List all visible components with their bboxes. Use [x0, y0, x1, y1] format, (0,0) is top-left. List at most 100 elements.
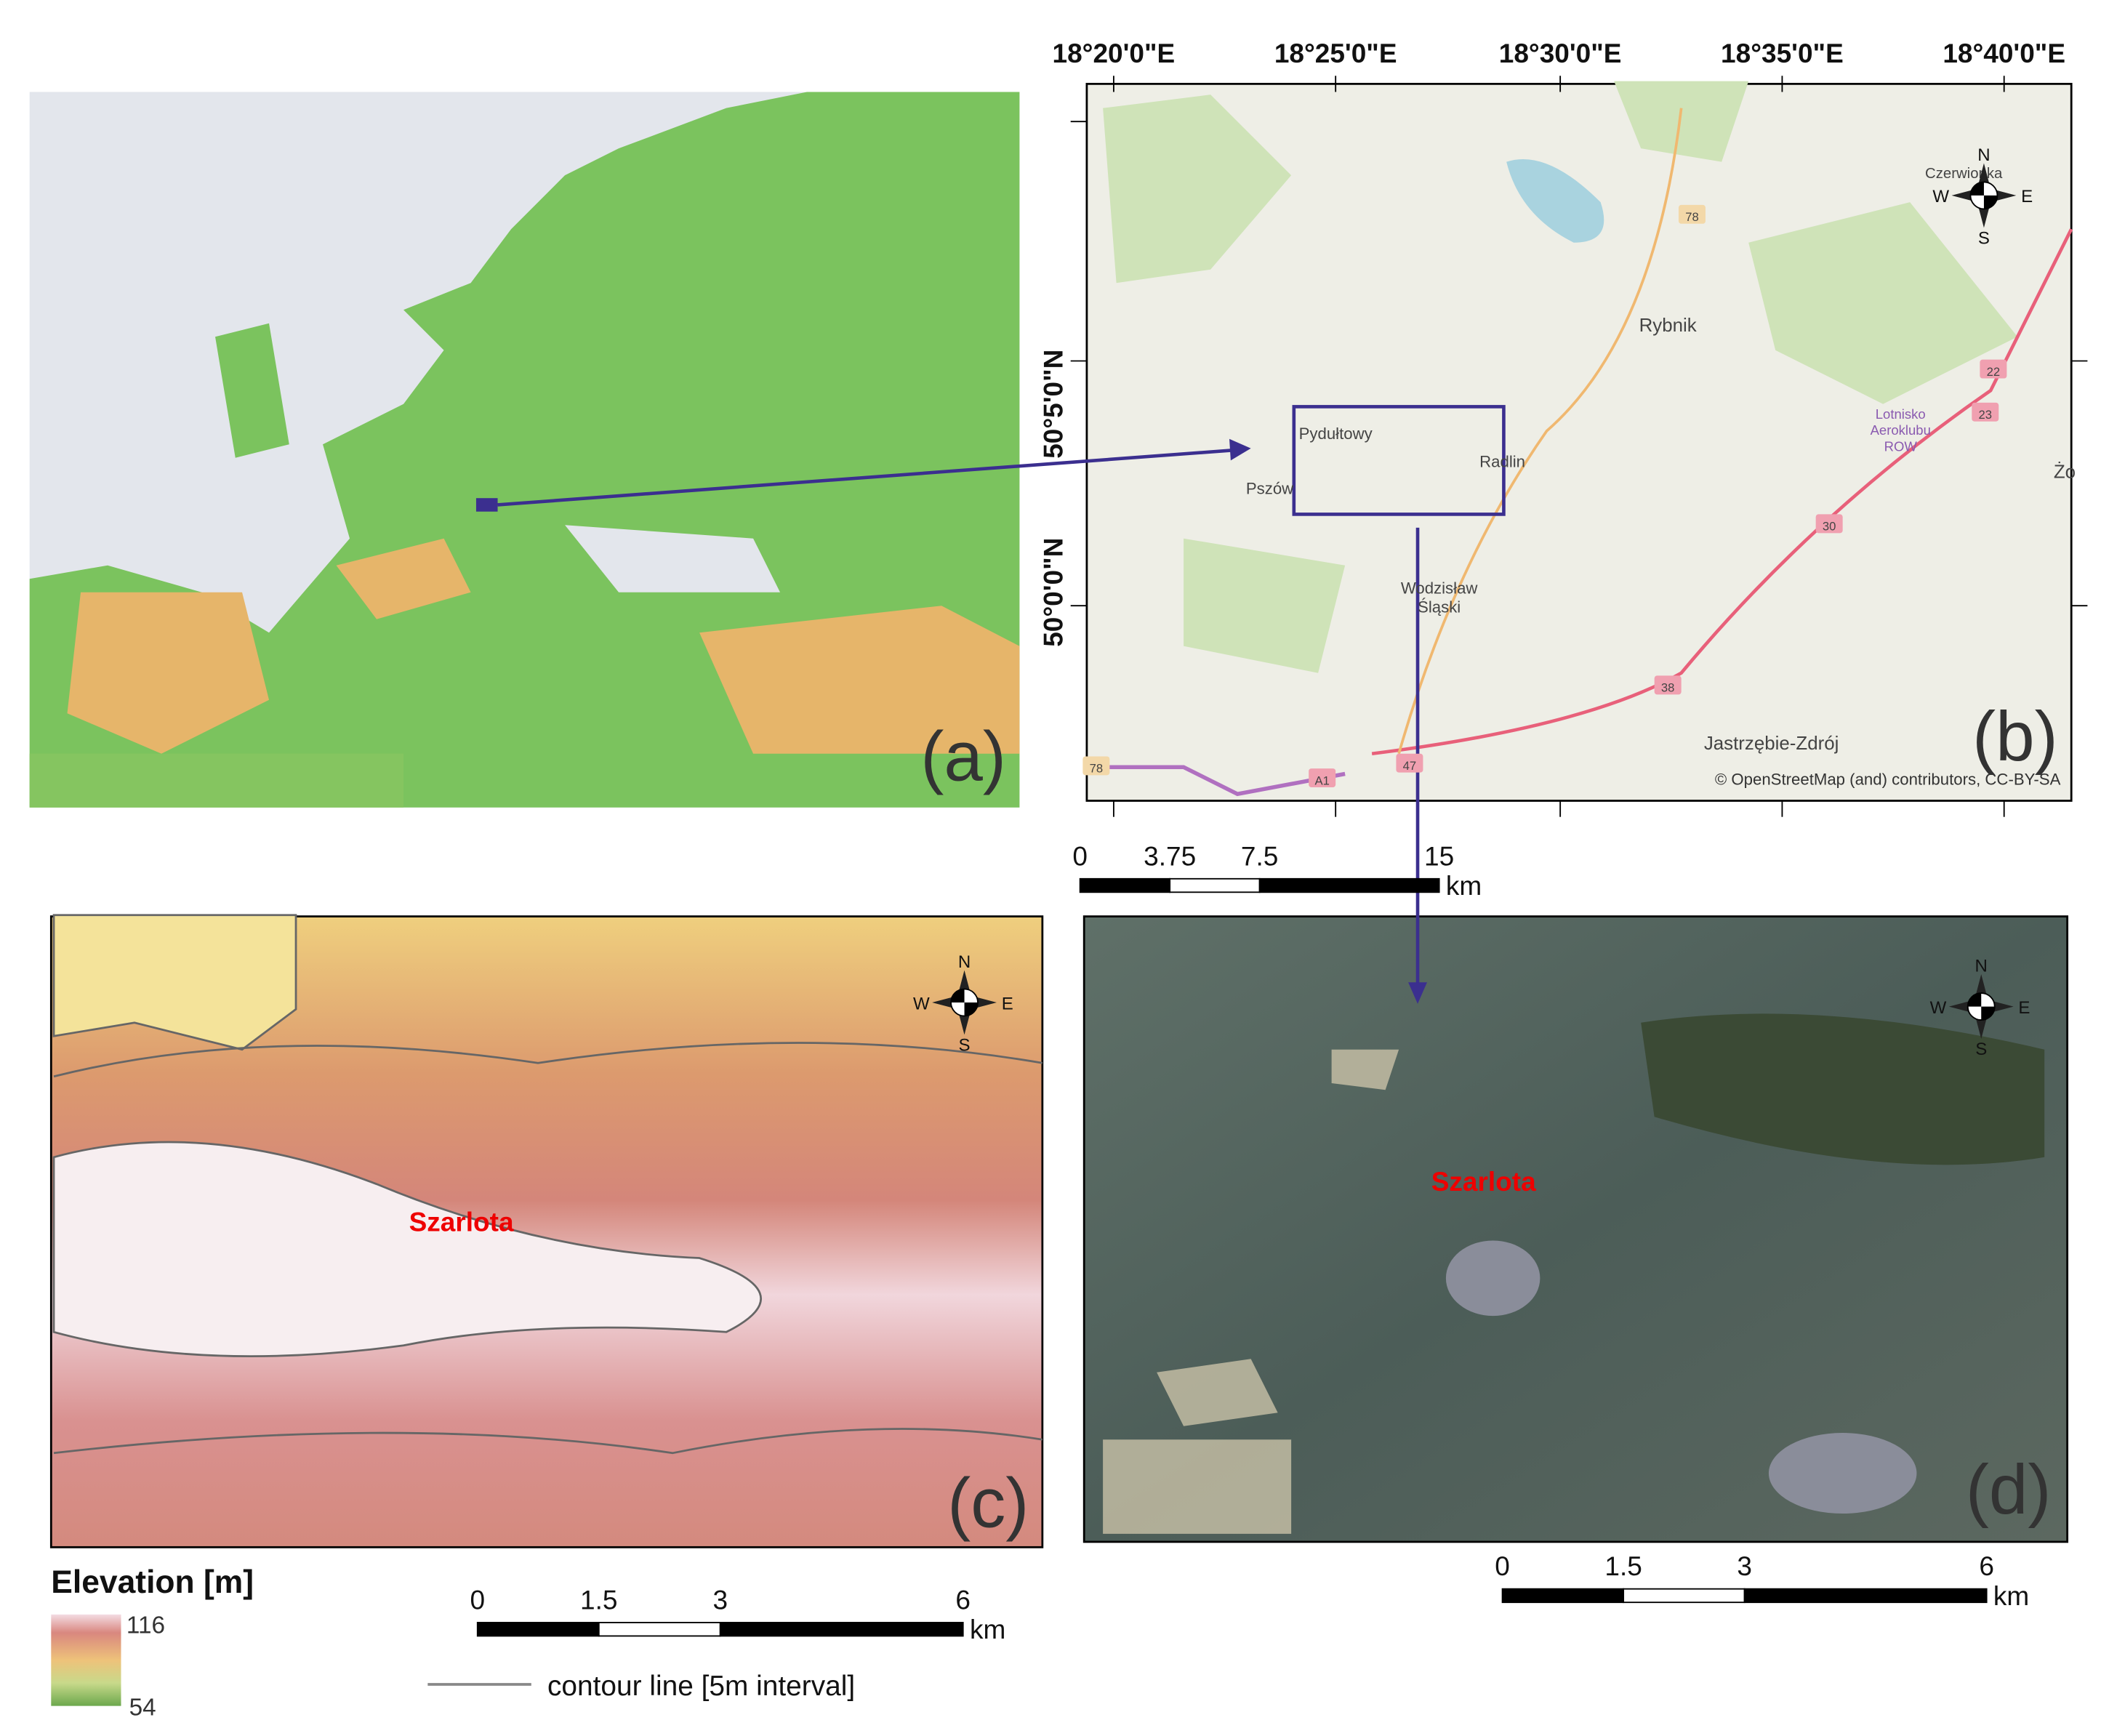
place-label: Aeroklubu — [1871, 422, 1931, 438]
scale-label: 15 — [1424, 841, 1454, 871]
spoil-heap — [1445, 1240, 1540, 1317]
compass-n: N — [1975, 956, 1988, 976]
longitude-label: 18°25'0"E — [1274, 39, 1397, 68]
scale-label: 7.5 — [1241, 841, 1278, 871]
compass-quarter — [951, 989, 979, 1016]
scale-label: 6 — [1979, 1551, 1994, 1581]
road-shield — [1678, 204, 1706, 224]
panel-label: (b) — [1972, 698, 2058, 776]
road-number: 30 — [1823, 520, 1836, 534]
road-shield — [1972, 402, 1999, 422]
scale-unit: km — [1446, 871, 1482, 901]
scale-segment — [598, 1621, 721, 1637]
contour-line — [53, 1042, 1043, 1455]
latitude-label: 50°0'0"N — [1039, 538, 1069, 647]
scale-segment — [1258, 877, 1440, 893]
compass-n: N — [958, 952, 971, 972]
scale-segment — [719, 1621, 964, 1637]
road-number: 38 — [1661, 681, 1675, 695]
scale-label: 0 — [1072, 841, 1088, 871]
road-shield — [1309, 768, 1336, 787]
panel-label: (d) — [1966, 1451, 2052, 1529]
scale-segment — [1079, 877, 1171, 893]
road-shield — [1654, 675, 1682, 695]
place-label: Pydułtowy — [1299, 425, 1373, 443]
fields — [1103, 1049, 1399, 1534]
compass-w: W — [1930, 998, 1947, 1018]
scale-label: 3 — [1737, 1551, 1752, 1581]
border — [1103, 765, 1346, 797]
road-number: 22 — [1987, 365, 2001, 379]
scale-label: 0 — [470, 1585, 486, 1615]
road-shield — [1815, 514, 1843, 534]
scale-unit: km — [1993, 1581, 2029, 1611]
spoil-heap — [1768, 1433, 1917, 1514]
road-number: 78 — [1685, 210, 1699, 224]
scale-segment — [1501, 1588, 1625, 1604]
legend-title: Elevation [m] — [51, 1564, 254, 1600]
panel-a-africa — [29, 753, 404, 808]
road-number: 23 — [1979, 408, 1993, 422]
road-shield — [1980, 359, 2007, 379]
compass-w: W — [913, 994, 930, 1013]
longitude-label: 18°30'0"E — [1499, 39, 1622, 68]
motorway — [1371, 228, 2073, 756]
place-label: Rybnik — [1639, 316, 1697, 336]
place-label: Żo — [2054, 461, 2076, 482]
scale-segment — [1623, 1588, 1746, 1604]
longitude-label: 18°35'0"E — [1721, 39, 1844, 68]
place-label: Czerwionka — [1925, 166, 2003, 182]
longitude-label: 18°40'0"E — [1943, 39, 2065, 68]
place-label: Pszów — [1246, 480, 1294, 498]
road-shield — [1396, 753, 1423, 773]
road-number: 47 — [1403, 759, 1417, 773]
arrow — [497, 448, 1240, 507]
forest-area — [1103, 81, 2018, 673]
compass-quarter — [1967, 993, 1995, 1021]
compass-s: S — [959, 1036, 971, 1056]
place-label: Lotnisko — [1876, 406, 1926, 422]
site-label: Szarlota — [409, 1207, 514, 1237]
road — [1397, 108, 1683, 755]
panel-a-mountains — [67, 538, 1020, 754]
compass-e: E — [1002, 994, 1013, 1013]
scale-label: 3 — [712, 1585, 728, 1615]
scale-unit: km — [970, 1615, 1005, 1644]
reservoir — [1506, 158, 1604, 243]
panel-label: (c) — [947, 1465, 1029, 1543]
elevation-high — [52, 1141, 762, 1357]
scale-segment — [476, 1621, 600, 1637]
scale-label: 1.5 — [1604, 1551, 1642, 1581]
study-area-box — [1292, 405, 1506, 516]
panel-a-black-sea — [565, 525, 781, 592]
scale-label: 3.75 — [1144, 841, 1196, 871]
forest — [1641, 1013, 2045, 1165]
compass-s: S — [1978, 229, 1990, 249]
arrow-head — [1229, 438, 1251, 461]
compass-n: N — [1977, 145, 1990, 165]
attribution: © OpenStreetMap (and) contributors, CC-B… — [1715, 770, 2061, 788]
scale-label: 0 — [1495, 1551, 1510, 1581]
scale-label: 6 — [955, 1585, 971, 1615]
place-label: Jastrzębie-Zdrój — [1704, 734, 1839, 754]
road-number: A1 — [1314, 773, 1329, 787]
legend-contour-label: contour line [5m interval] — [547, 1671, 855, 1702]
scale-segment — [1169, 877, 1261, 893]
scale-label: 1.5 — [580, 1585, 617, 1615]
panel-label: (a) — [920, 718, 1006, 796]
compass-w: W — [1932, 187, 1949, 206]
arrow-head — [1408, 982, 1427, 1004]
place-label: ROW — [1884, 438, 1918, 454]
panel-d-satellite — [1082, 915, 2069, 1543]
place-label: Radlin — [1479, 453, 1525, 471]
road-shield — [1082, 756, 1110, 776]
place-label: Śląski — [1418, 598, 1461, 616]
legend-min: 54 — [129, 1695, 156, 1721]
latitude-label: 50°5'0"N — [1039, 350, 1069, 459]
road-number: 78 — [1090, 762, 1104, 776]
scale-segment — [1743, 1588, 1988, 1604]
compass-e: E — [2021, 187, 2033, 206]
panel-a-britain — [215, 323, 289, 458]
